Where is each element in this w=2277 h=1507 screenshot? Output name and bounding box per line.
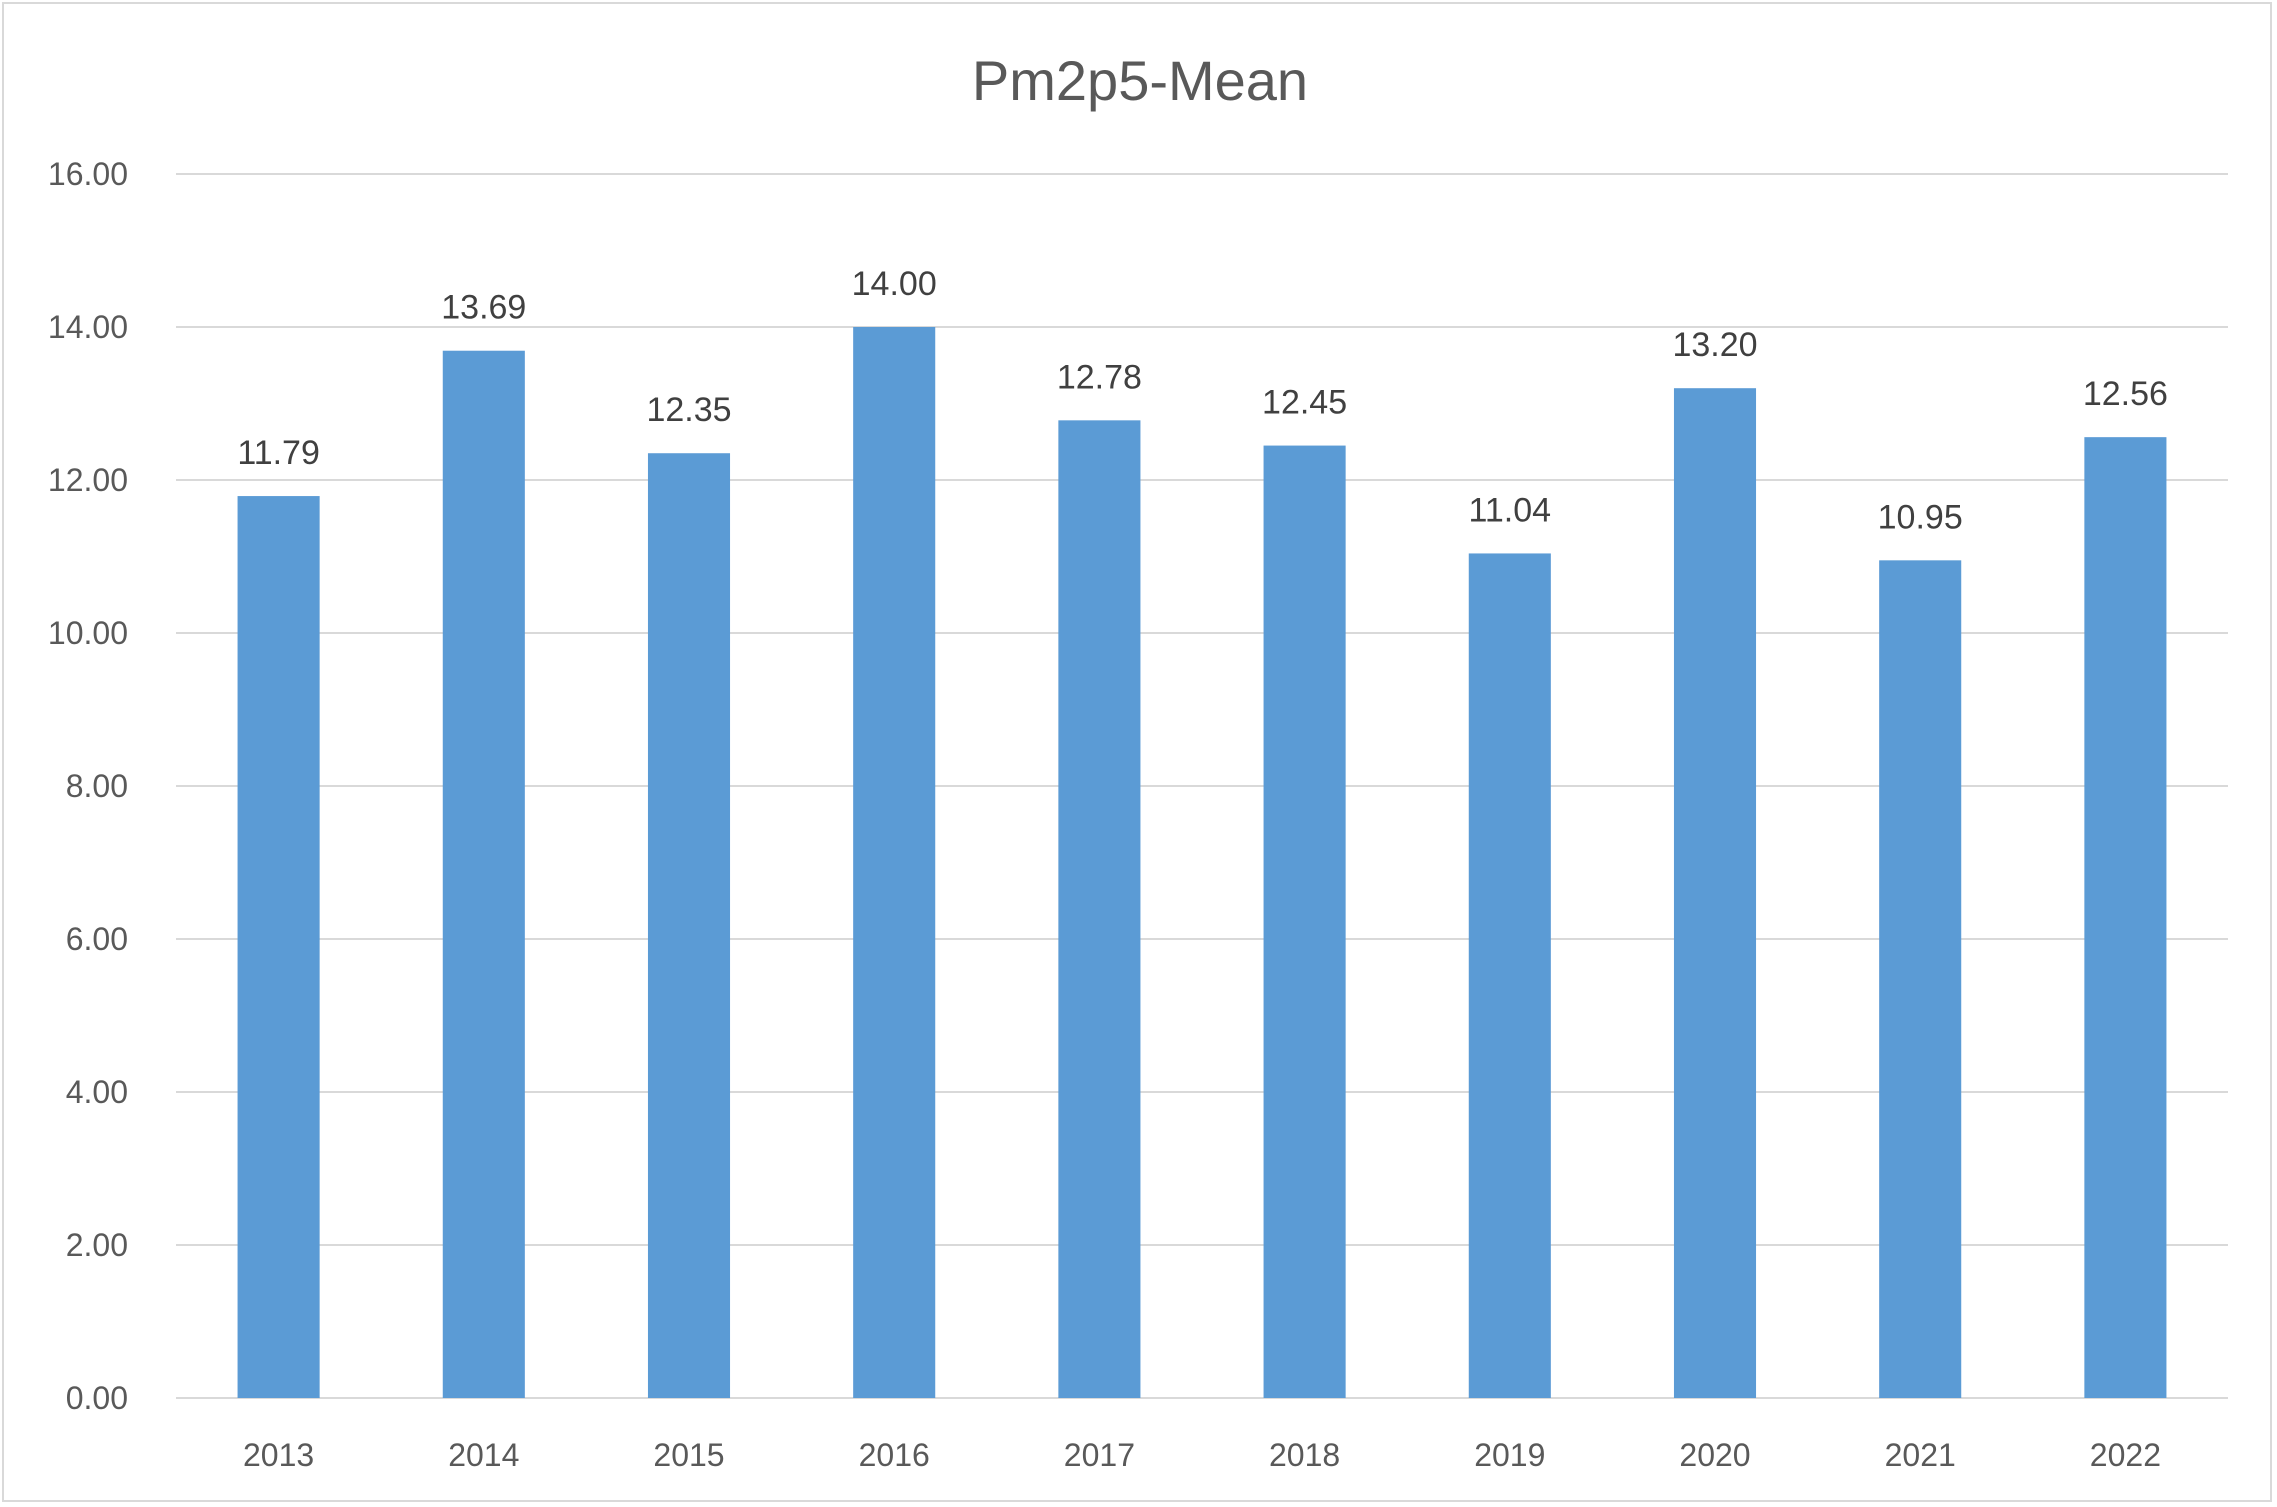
data-label: 14.00 xyxy=(852,265,937,303)
data-labels: 11.79 13.69 12.35 14.00 12.78 12.45 11.04 13.20… xyxy=(237,265,2168,536)
y-tick-label: 10.00 xyxy=(48,615,128,651)
x-tick-label: 2015 xyxy=(653,1437,724,1473)
chart-title: Pm2p5-Mean xyxy=(972,49,1308,112)
data-label: 12.35 xyxy=(646,391,731,429)
bar xyxy=(237,496,320,1398)
bar xyxy=(2084,437,2167,1398)
y-tick-label: 0.00 xyxy=(66,1380,128,1416)
x-tick-label: 2017 xyxy=(1064,1437,1135,1473)
x-tick-label: 2016 xyxy=(859,1437,930,1473)
data-label: 12.45 xyxy=(1262,384,1347,422)
x-tick-label: 2021 xyxy=(1885,1437,1956,1473)
bar xyxy=(442,350,525,1399)
x-tick-label: 2020 xyxy=(1679,1437,1750,1473)
y-tick-label: 14.00 xyxy=(48,309,128,345)
bar xyxy=(647,453,731,1399)
bar xyxy=(1263,445,1346,1398)
y-tick-label: 16.00 xyxy=(48,156,128,192)
data-label: 11.79 xyxy=(237,434,320,472)
bars xyxy=(237,327,2167,1399)
y-tick-label: 2.00 xyxy=(66,1227,128,1263)
y-tick-label: 12.00 xyxy=(48,462,128,498)
x-axis-ticks: 2013 2014 2015 2016 2017 2018 2019 2020 2021 2022 xyxy=(243,1437,2161,1473)
data-label: 13.20 xyxy=(1672,326,1757,364)
x-tick-label: 2018 xyxy=(1269,1437,1340,1473)
x-tick-label: 2014 xyxy=(448,1437,519,1473)
data-label: 12.78 xyxy=(1057,358,1142,396)
y-tick-label: 6.00 xyxy=(66,921,128,957)
data-label: 10.95 xyxy=(1878,498,1963,536)
bar xyxy=(1673,388,1757,1398)
data-label: 12.56 xyxy=(2083,375,2168,413)
bar xyxy=(1058,420,1141,1399)
bar xyxy=(853,327,936,1398)
bar-chart: Pm2p5-Mean 0.00 2.00 4.00 6.00 8.00 10.00 12.0… xyxy=(48,49,2228,1473)
x-tick-label: 2019 xyxy=(1474,1437,1545,1473)
data-label: 11.04 xyxy=(1469,491,1552,529)
y-axis-ticks: 0.00 2.00 4.00 6.00 8.00 10.00 12.00 14.00 16.00 xyxy=(48,156,128,1416)
x-tick-label: 2013 xyxy=(243,1437,314,1473)
data-label: 13.69 xyxy=(441,289,526,327)
x-tick-label: 2022 xyxy=(2090,1437,2161,1473)
bar xyxy=(1879,560,1962,1398)
y-tick-label: 4.00 xyxy=(66,1074,128,1110)
bar xyxy=(1468,553,1551,1398)
y-tick-label: 8.00 xyxy=(66,768,128,804)
